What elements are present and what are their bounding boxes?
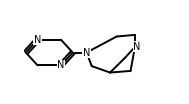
Text: N: N [83,48,90,58]
Text: N: N [57,60,65,70]
Text: N: N [133,42,141,52]
Text: N: N [34,35,41,45]
